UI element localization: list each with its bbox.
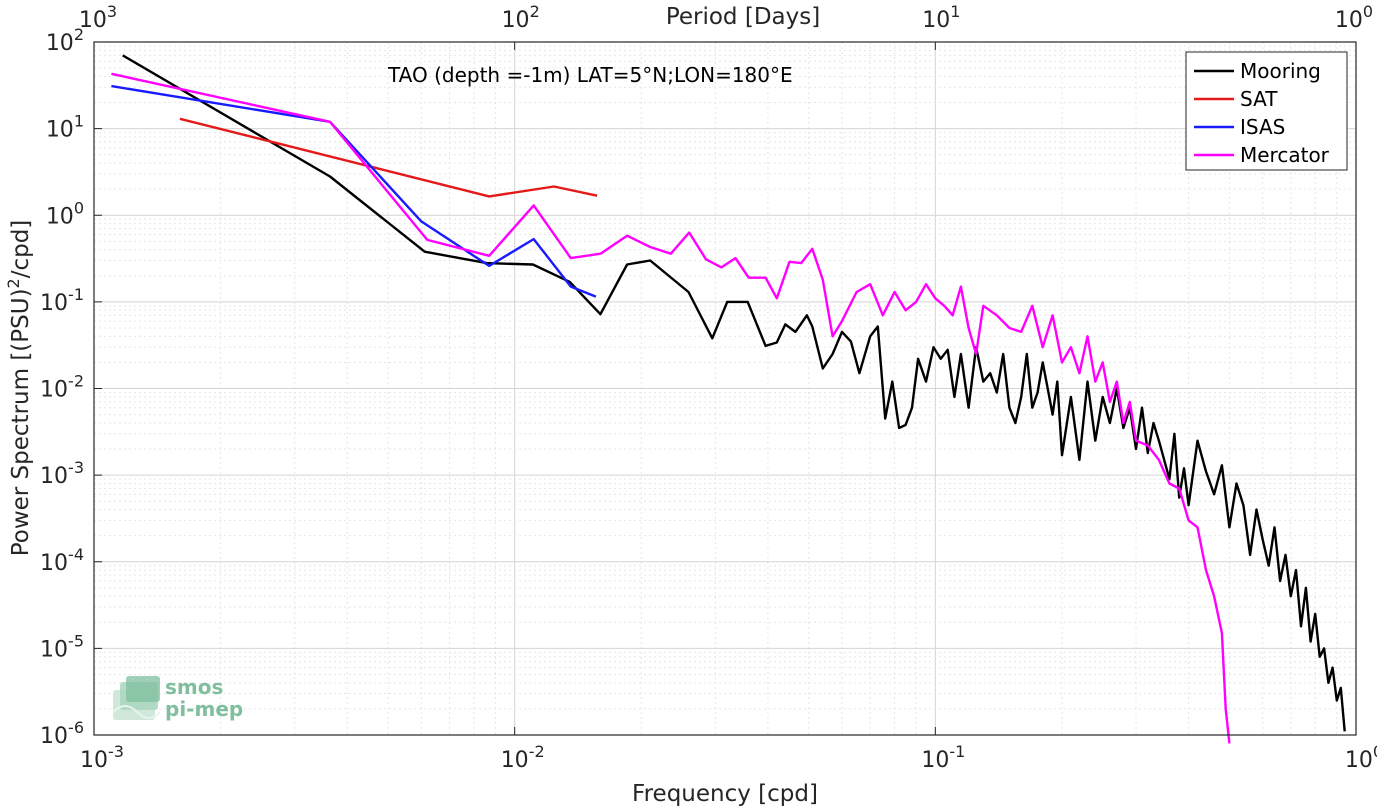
smos-pimep-logo: smos pi-mep [112,675,243,721]
y-tick-label: 10-4 [40,545,84,576]
y-tick-label: 10-2 [40,372,84,403]
x-axis-ticks: 10-3 10-2 10-1 100 [80,727,1377,773]
legend-label: ISAS [1240,115,1285,139]
logo-line1: smos [165,675,223,699]
top-tick-label: 101 [922,2,960,33]
top-tick-label: 100 [1335,2,1373,33]
x-tick-label: 10-2 [501,742,545,773]
legend-label: Mooring [1240,59,1321,83]
logo-line2: pi-mep [165,697,243,721]
y-tick-label: 100 [46,198,84,229]
series-line-mercator [111,72,1231,744]
legend-label: SAT [1240,87,1278,111]
x-tick-label: 100 [1345,742,1377,773]
y-tick-label: 10-6 [40,718,84,749]
y-axis-ticks: 102 101 100 10-1 10-2 10-3 10-4 10-5 10-6 [40,25,102,749]
legend-label: Mercator [1240,143,1330,167]
x-tick-label: 10-3 [80,742,124,773]
top-axis-ticks: 103 102 101 100 [79,2,1373,50]
y-tick-label: 102 [46,25,84,56]
y-tick-label: 10-1 [40,285,84,316]
legend: Mooring SAT ISAS Mercator [1185,51,1348,171]
x-tick-label: 10-1 [921,742,965,773]
y-tick-label: 10-3 [40,458,84,489]
y-tick-label: 101 [46,112,84,143]
chart-annotation: TAO (depth =-1m) LAT=5°N;LON=180°E [387,63,793,87]
top-tick-label: 103 [79,2,117,33]
top-tick-label: 102 [502,2,540,33]
series-line-sat [179,117,598,198]
top-axis-label: Period [Days] [666,4,820,30]
series-line-mooring [122,54,1346,732]
grid-lines [94,42,1356,735]
plot-frame [93,41,1357,736]
y-axis-label: Power Spectrum [(PSU)2/cpd] [4,220,34,557]
x-axis-label: Frequency [cpd] [632,781,818,807]
logo-waves-icon [112,676,161,720]
y-tick-label: 10-5 [40,631,84,662]
data-series [111,54,1346,744]
